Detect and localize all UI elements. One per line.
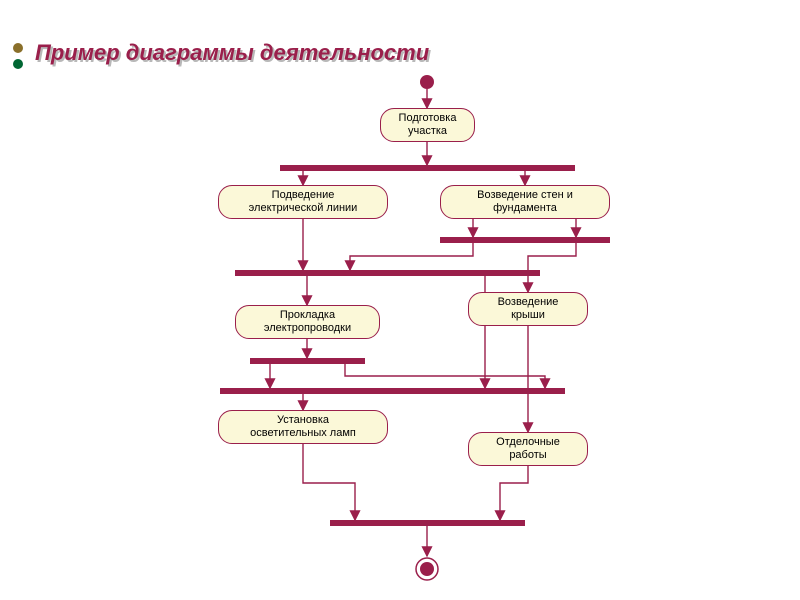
activity-node: Установка осветительных ламп	[218, 410, 388, 444]
activity-node: Прокладка электропроводки	[235, 305, 380, 339]
activity-node: Возведение крыши	[468, 292, 588, 326]
sync-bar	[330, 520, 525, 526]
title-bullet-2	[13, 59, 23, 69]
activity-node: Возведение стен и фундамента	[440, 185, 610, 219]
page-title: Пример диаграммы деятельности	[35, 40, 429, 66]
activity-node: Отделочные работы	[468, 432, 588, 466]
title-bullet-1	[13, 43, 23, 53]
sync-bar	[250, 358, 365, 364]
activity-node: Подведение электрической линии	[218, 185, 388, 219]
activity-node: Подготовка участка	[380, 108, 475, 142]
sync-bar	[235, 270, 540, 276]
sync-bar	[280, 165, 575, 171]
diagram-arrows	[0, 0, 800, 600]
sync-bar	[220, 388, 565, 394]
sync-bar	[440, 237, 610, 243]
